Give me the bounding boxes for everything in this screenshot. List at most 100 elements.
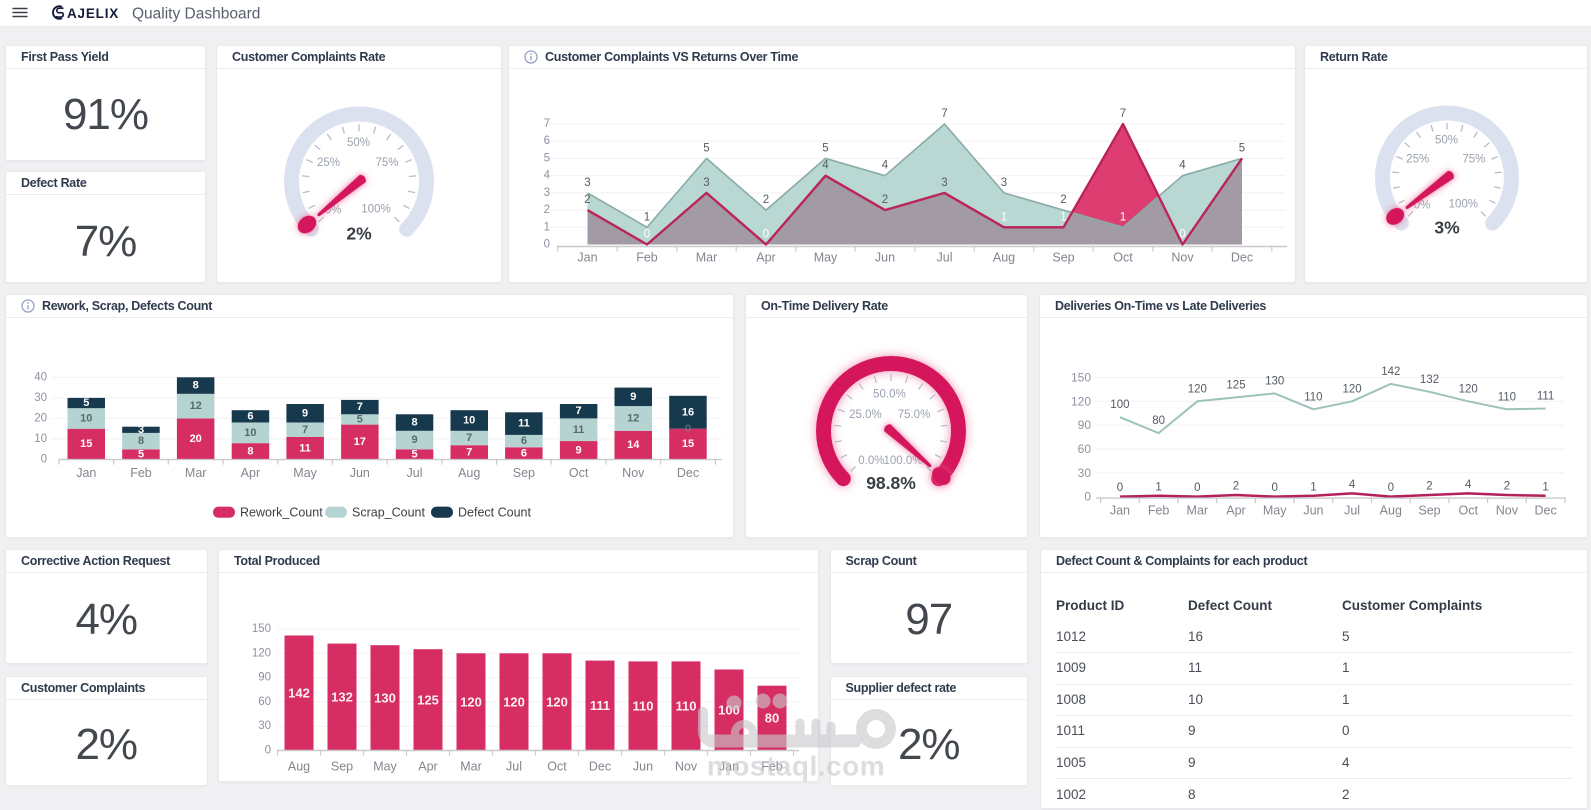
svg-text:7: 7 [576,405,582,417]
svg-text:11: 11 [573,424,585,436]
svg-text:75%: 75% [375,157,398,169]
svg-text:Jun: Jun [350,466,370,480]
svg-text:120: 120 [503,694,525,709]
svg-text:Jan: Jan [577,250,597,264]
svg-text:0: 0 [763,228,769,240]
svg-text:5: 5 [411,449,417,461]
svg-text:100%: 100% [1449,198,1478,210]
svg-text:9: 9 [411,434,417,446]
svg-text:120: 120 [252,647,271,659]
svg-text:Mar: Mar [460,759,482,773]
svg-text:Nov: Nov [1171,250,1194,264]
svg-text:0: 0 [1117,482,1123,494]
svg-text:25%: 25% [317,157,340,169]
svg-text:Jul: Jul [1344,504,1360,518]
svg-text:120: 120 [1188,383,1207,395]
svg-text:2: 2 [763,194,769,206]
svg-text:3%: 3% [1434,217,1460,237]
svg-text:Rework_Count: Rework_Count [240,506,323,520]
svg-text:Jul: Jul [506,759,522,773]
svg-text:3: 3 [544,186,550,198]
svg-text:7: 7 [466,432,472,444]
svg-text:1: 1 [1060,211,1066,223]
svg-text:111: 111 [1537,391,1554,403]
svg-text:Sep: Sep [513,466,535,480]
svg-text:130: 130 [1265,375,1284,387]
svg-text:Nov: Nov [675,759,698,773]
svg-text:11: 11 [299,442,311,454]
svg-text:120: 120 [546,694,568,709]
svg-text:50%: 50% [1435,134,1458,146]
svg-text:1: 1 [1155,481,1161,493]
svg-text:7: 7 [544,118,550,130]
svg-text:10: 10 [34,433,47,445]
svg-text:3: 3 [584,176,590,188]
svg-text:Jul: Jul [407,466,423,480]
svg-text:Apr: Apr [756,250,775,264]
svg-text:132: 132 [331,689,353,704]
svg-text:150: 150 [1071,371,1091,385]
svg-text:5: 5 [544,152,550,164]
svg-text:Apr: Apr [241,466,260,480]
svg-text:Mar: Mar [1187,504,1209,518]
svg-text:8: 8 [193,380,199,392]
svg-text:4: 4 [1465,479,1472,491]
svg-text:7: 7 [466,446,472,458]
svg-text:Dec: Dec [589,759,611,773]
svg-text:100%: 100% [361,203,390,215]
svg-text:6: 6 [544,135,550,147]
svg-text:Jan: Jan [76,466,96,480]
svg-text:Apr: Apr [418,759,437,773]
svg-text:Aug: Aug [993,250,1015,264]
svg-text:Aug: Aug [288,759,310,773]
svg-text:120: 120 [460,694,482,709]
svg-text:110: 110 [1304,391,1322,403]
svg-text:20: 20 [190,433,202,445]
svg-text:8: 8 [411,417,417,429]
svg-text:25.0%: 25.0% [849,409,882,421]
svg-text:6: 6 [521,435,527,447]
svg-text:Mar: Mar [696,250,718,264]
svg-text:3: 3 [1001,176,1007,188]
svg-text:5: 5 [703,142,709,154]
svg-text:Dec: Dec [677,466,699,480]
svg-text:May: May [1263,504,1287,518]
svg-text:Jun: Jun [875,250,895,264]
svg-text:1: 1 [1542,481,1548,493]
svg-text:100.0%: 100.0% [883,455,922,467]
svg-text:Apr: Apr [1226,504,1245,518]
svg-text:4: 4 [1179,159,1186,171]
svg-text:75%: 75% [1462,153,1485,165]
svg-text:Nov: Nov [1496,504,1519,518]
svg-text:100: 100 [1110,399,1129,411]
svg-text:12: 12 [190,400,202,412]
svg-text:90: 90 [1078,418,1092,432]
svg-text:Oct: Oct [569,466,589,480]
svg-text:130: 130 [374,690,396,705]
svg-text:0: 0 [1179,228,1185,240]
svg-text:Feb: Feb [130,466,152,480]
svg-text:5: 5 [83,397,89,409]
svg-text:98.8%: 98.8% [866,473,916,493]
svg-text:Sep: Sep [1052,250,1074,264]
svg-text:6: 6 [521,447,527,459]
svg-text:7: 7 [302,424,308,436]
svg-text:110: 110 [676,698,697,713]
svg-text:125: 125 [1226,379,1245,391]
svg-text:5: 5 [138,449,144,461]
svg-text:80: 80 [1152,415,1165,427]
svg-text:4: 4 [822,159,829,171]
svg-text:Oct: Oct [547,759,567,773]
svg-text:AJELIX: AJELIX [67,6,119,21]
svg-text:120: 120 [1459,383,1478,395]
svg-text:2: 2 [1060,194,1066,206]
svg-text:0: 0 [644,228,650,240]
svg-text:Feb: Feb [1148,504,1170,518]
svg-text:Aug: Aug [1380,504,1402,518]
svg-text:10: 10 [463,415,475,427]
svg-text:125: 125 [417,692,439,707]
svg-text:3: 3 [941,176,947,188]
svg-text:2: 2 [1504,481,1510,493]
svg-text:Scrap_Count: Scrap_Count [352,506,425,520]
svg-text:4: 4 [1349,479,1356,491]
